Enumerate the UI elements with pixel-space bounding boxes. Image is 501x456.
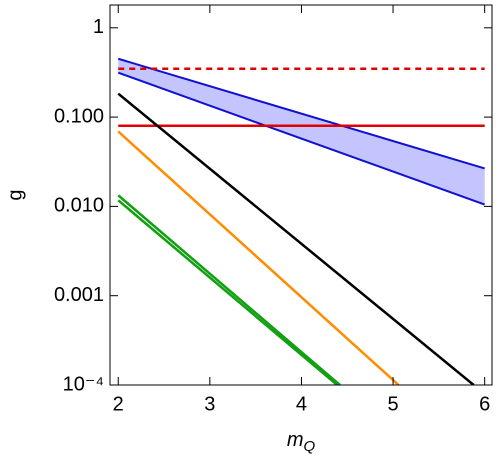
x-tick-label: 2 [113,393,124,415]
line [117,199,338,385]
line [117,92,475,385]
line [117,194,341,385]
y-tick-label: 0.100 [54,105,104,127]
line [117,130,400,385]
x-label-main: m [287,429,304,451]
x-tick-label: 6 [479,393,490,415]
frame [109,4,493,386]
x-tick-label: 5 [388,393,399,415]
x-tick-label: 3 [204,393,215,415]
band-edge [117,71,486,206]
y-axis-label: g [4,189,26,200]
x-tick-label: 4 [296,393,307,415]
y-tick-label: 0.010 [54,195,104,217]
y-tick-label: 1 [93,16,104,38]
x-label-sub: Q [304,438,316,455]
band-edge [117,57,485,170]
y-tick-label: 10⁻⁴ [63,373,104,395]
band-fill [118,58,485,205]
plot-area [117,57,486,385]
x-axis-label: mQ [287,429,316,455]
y-tick-label: 0.001 [54,284,104,306]
